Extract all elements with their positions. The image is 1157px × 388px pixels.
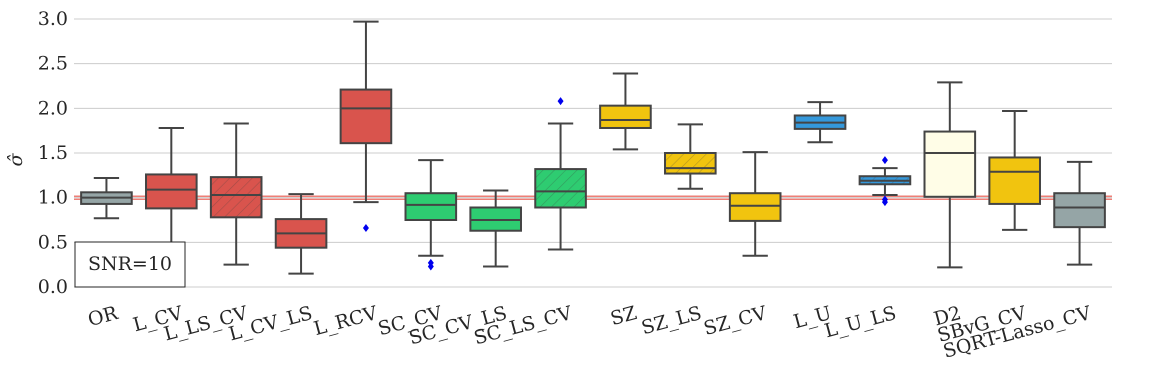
x-tick-label: OR bbox=[86, 302, 121, 331]
box-body bbox=[728, 192, 782, 222]
box-hatch bbox=[665, 153, 716, 174]
x-tick-label: SZ_CV bbox=[701, 302, 769, 340]
box-sc-cv-ls bbox=[469, 189, 522, 268]
box-body bbox=[1053, 192, 1106, 229]
y-tick-label: 0.5 bbox=[38, 231, 68, 253]
box-body bbox=[145, 173, 198, 210]
x-tick-label: L_U_LS bbox=[822, 302, 898, 342]
y-tick-label: 1.0 bbox=[38, 187, 68, 209]
box-sz bbox=[599, 72, 652, 151]
annotation-box bbox=[74, 241, 186, 288]
outlier-point bbox=[557, 97, 564, 106]
box-or bbox=[80, 177, 133, 220]
box-d2 bbox=[923, 81, 977, 269]
outlier-point bbox=[881, 156, 888, 165]
box-sz-ls bbox=[664, 123, 717, 190]
box-sc-cv bbox=[404, 159, 458, 271]
y-axis-label: σ̂ bbox=[5, 152, 27, 166]
outlier-point bbox=[881, 198, 888, 207]
box-sz-cv bbox=[728, 151, 782, 257]
snr-annotation: SNR=10 bbox=[74, 241, 186, 288]
outlier-point bbox=[362, 224, 369, 233]
box-body bbox=[339, 88, 393, 145]
x-axis-labels: OR L_CVL_LS_CVL_CV_LSL_RCVSC_CVSC_CV_LSSC… bbox=[86, 302, 1094, 363]
box-hatch bbox=[210, 177, 262, 218]
box-sqrt-lasso-cv bbox=[1053, 160, 1106, 266]
box-l-cv bbox=[145, 126, 198, 245]
y-tick-label: 1.5 bbox=[38, 142, 68, 164]
outlier-point bbox=[427, 262, 434, 271]
box-body bbox=[404, 192, 458, 221]
box-hatch bbox=[535, 169, 586, 208]
box-body bbox=[923, 130, 977, 198]
boxes bbox=[80, 20, 1106, 275]
y-tick-label: 0.0 bbox=[38, 276, 68, 298]
x-tick-label: SZ_LS bbox=[639, 302, 704, 339]
x-tick-label: L_RCV bbox=[311, 302, 379, 340]
y-tick-label: 2.0 bbox=[38, 97, 68, 119]
y-axis-ticks: 0.0 0.5 1.0 1.5 2.0 2.5 3.0 bbox=[38, 8, 68, 298]
x-tick-label: SZ bbox=[608, 302, 639, 330]
box-l-u bbox=[793, 101, 847, 144]
box-l-ls-cv bbox=[209, 122, 263, 266]
box-l-u-ls bbox=[858, 156, 912, 207]
y-tick-label: 2.5 bbox=[38, 53, 68, 75]
box-sc-ls-cv bbox=[534, 97, 587, 251]
annotation-text: SNR=10 bbox=[88, 253, 172, 275]
box-body bbox=[988, 156, 1041, 205]
box-l-rcv bbox=[339, 20, 393, 233]
box-l-cv-ls bbox=[274, 193, 328, 275]
y-tick-label: 3.0 bbox=[38, 8, 68, 30]
box-body bbox=[599, 104, 652, 129]
box-sbvg-cv bbox=[988, 110, 1041, 231]
